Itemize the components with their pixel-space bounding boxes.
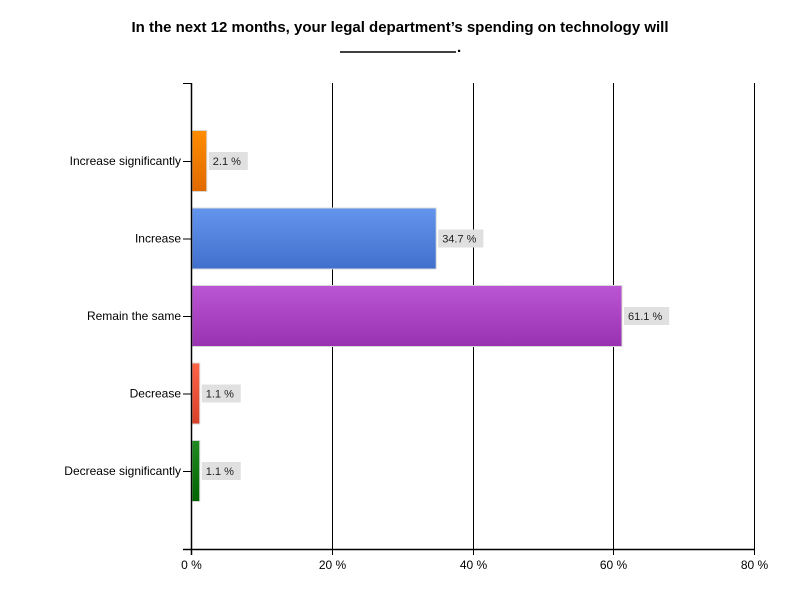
category-label: Increase significantly xyxy=(70,154,181,168)
x-tick-label: 0 % xyxy=(181,558,202,572)
data-label: 34.7 % xyxy=(442,234,476,246)
chart-title-line-2: . xyxy=(340,39,461,56)
bar-increase xyxy=(191,207,437,270)
data-label-background xyxy=(208,152,248,170)
data-label-background xyxy=(623,307,670,325)
x-tick-label: 60 % xyxy=(600,558,628,572)
x-tick-label: 40 % xyxy=(460,558,488,572)
data-label: 1.1 % xyxy=(206,466,234,478)
axes xyxy=(183,83,755,555)
bars xyxy=(191,130,623,502)
data-label: 61.1 % xyxy=(628,311,662,323)
data-label: 2.1 % xyxy=(213,156,241,168)
bar-decrease xyxy=(191,362,201,425)
x-tick-label: 20 % xyxy=(319,558,347,572)
data-label: 1.1 % xyxy=(206,389,234,401)
data-label-background xyxy=(438,229,484,248)
category-label: Remain the same xyxy=(87,309,181,323)
bar-remain-the-same xyxy=(191,285,623,347)
category-label: Decrease significantly xyxy=(64,464,181,478)
category-label: Decrease xyxy=(130,387,182,401)
data-label-background xyxy=(201,384,241,403)
bar-increase-significantly xyxy=(191,130,208,192)
x-tick-label: 80 % xyxy=(741,558,769,572)
title-blank-period: . xyxy=(457,39,461,56)
labels: 0 % 20 % 40 % 60 % 80 % 2.1 % Increase signifi… xyxy=(64,152,769,572)
data-label-background xyxy=(201,462,241,480)
category-label: Increase xyxy=(135,232,181,246)
chart-title-line-1: In the next 12 months, your legal depart… xyxy=(131,19,668,36)
bar-decrease-significantly xyxy=(191,440,201,502)
